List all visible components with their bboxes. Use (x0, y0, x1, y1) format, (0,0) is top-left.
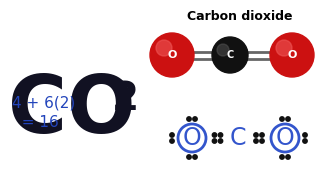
Text: O: O (276, 126, 294, 150)
Text: C: C (226, 50, 234, 60)
Text: O: O (183, 126, 201, 150)
Circle shape (193, 117, 197, 121)
Circle shape (187, 117, 191, 121)
Circle shape (286, 117, 290, 121)
Circle shape (156, 40, 172, 56)
Circle shape (276, 40, 292, 56)
Circle shape (254, 139, 258, 143)
Circle shape (260, 133, 264, 137)
Circle shape (218, 133, 223, 137)
Circle shape (212, 133, 217, 137)
Circle shape (212, 139, 217, 143)
Text: CO: CO (8, 72, 135, 150)
Circle shape (193, 155, 197, 159)
Text: 2: 2 (112, 80, 139, 118)
Circle shape (286, 155, 290, 159)
Text: O: O (287, 50, 297, 60)
Circle shape (187, 155, 191, 159)
Circle shape (303, 133, 307, 137)
Circle shape (303, 139, 307, 143)
Circle shape (218, 139, 223, 143)
Circle shape (280, 117, 284, 121)
Text: = 16: = 16 (12, 115, 59, 130)
Circle shape (260, 139, 264, 143)
Circle shape (150, 33, 194, 77)
Circle shape (280, 155, 284, 159)
Circle shape (217, 44, 229, 56)
Circle shape (170, 139, 174, 143)
Circle shape (170, 133, 174, 137)
Circle shape (270, 33, 314, 77)
Text: O: O (167, 50, 177, 60)
Circle shape (254, 133, 258, 137)
Text: C: C (230, 126, 246, 150)
Text: Carbon dioxide: Carbon dioxide (187, 10, 293, 23)
Text: 4 + 6(2): 4 + 6(2) (12, 95, 75, 110)
Circle shape (212, 37, 248, 73)
